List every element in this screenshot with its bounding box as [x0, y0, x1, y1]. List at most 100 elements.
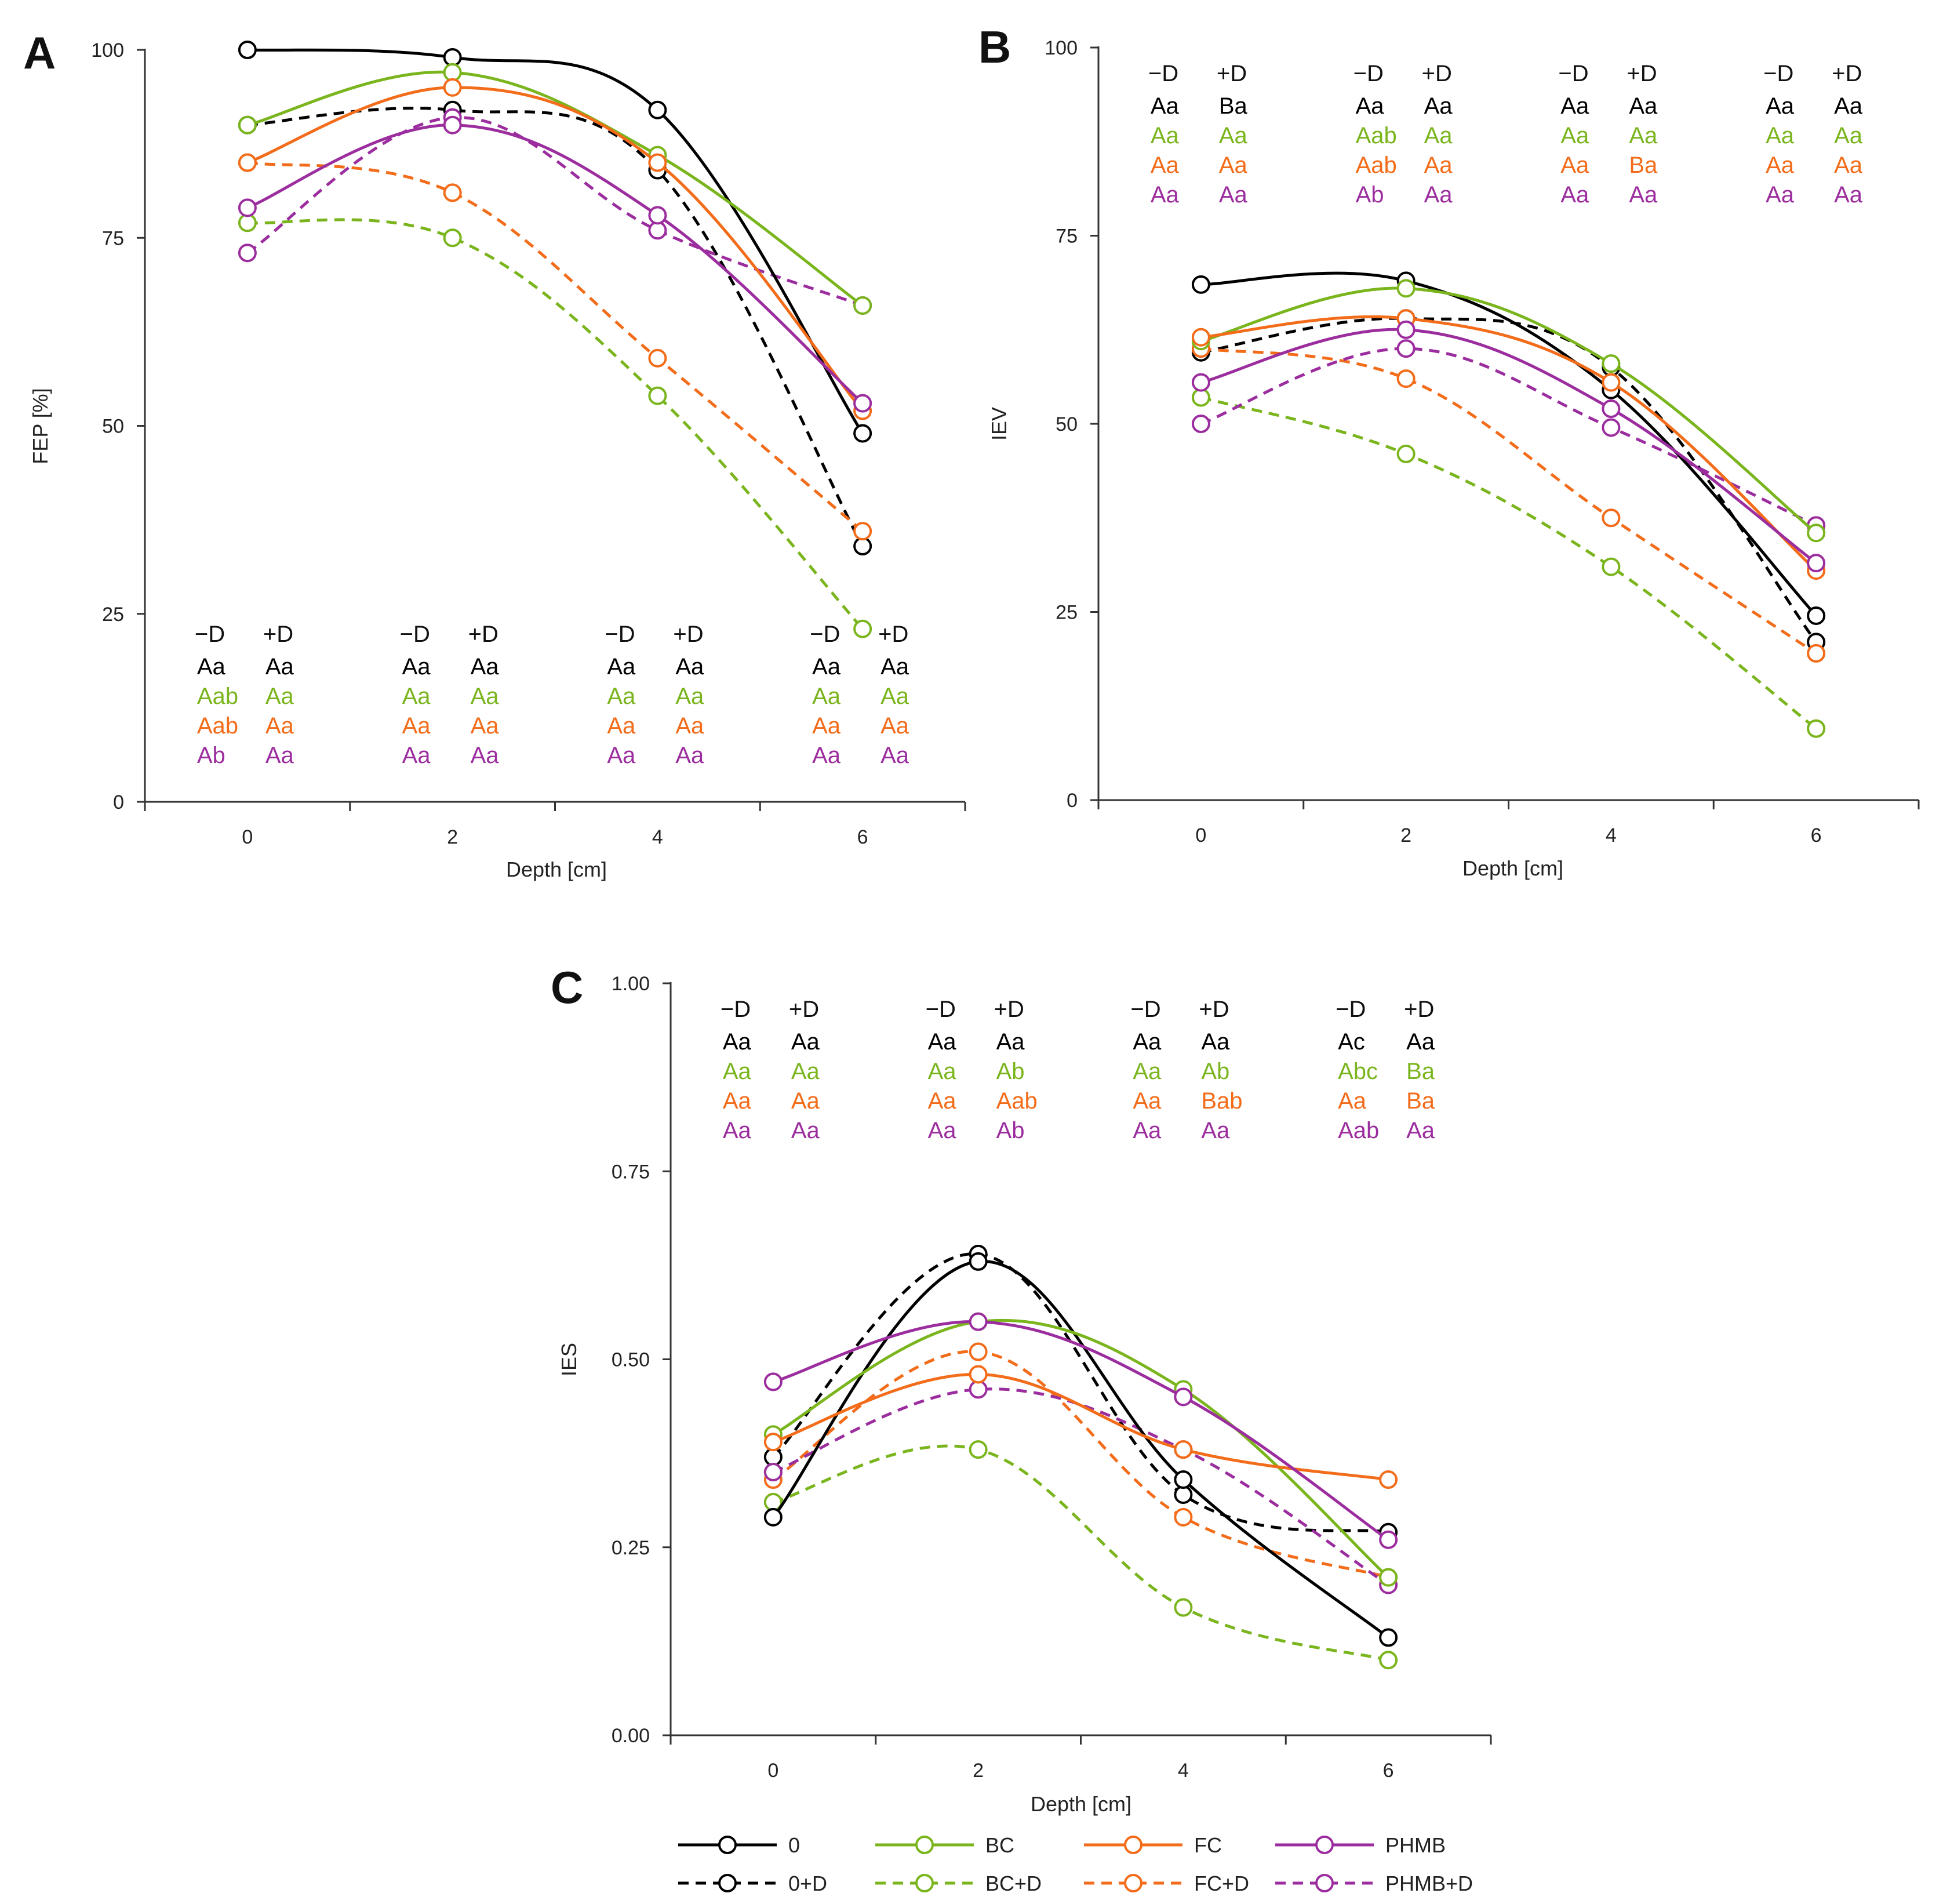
letters-header-c: +D — [1404, 997, 1434, 1022]
x-tick-label-b: 0 — [1195, 824, 1206, 846]
letters-cell-b: Aa — [1424, 182, 1453, 208]
point-bc-b — [1807, 524, 1826, 543]
point-phmb-a — [238, 198, 257, 217]
y-tick-label-a: 100 — [91, 39, 124, 61]
x-tick-label-c: 6 — [1383, 1760, 1394, 1782]
y-tick-label-b: 75 — [1056, 226, 1078, 248]
point-fc-plus-d-a — [648, 348, 667, 368]
x-tick-label-b: 2 — [1400, 824, 1411, 846]
letters-cell-b: Aa — [1834, 93, 1863, 119]
letters-cell-b: Aa — [1560, 93, 1589, 119]
y-axis-title-c: IES — [557, 1343, 581, 1376]
letters-cell-c: Bab — [1201, 1088, 1242, 1114]
legend-item-0: 0 — [678, 1833, 800, 1857]
letters-header-b: +D — [1217, 61, 1247, 86]
letters-header-a: −D — [810, 622, 840, 647]
letters-cell-b: Ba — [1219, 93, 1248, 119]
letters-cell-a: Aa — [880, 713, 909, 739]
letters-cell-b: Aa — [1151, 93, 1180, 119]
letters-cell-b: Aa — [1560, 152, 1589, 178]
point-phmb-plus-d-b — [1602, 418, 1621, 437]
series-line-0-c — [772, 1260, 1389, 1639]
series-layer-c — [763, 1244, 1398, 1670]
letters-header-b: −D — [1148, 61, 1178, 86]
series-0-c — [763, 1252, 1398, 1647]
x-tick-label-c: 4 — [1178, 1760, 1189, 1782]
point-bc-a — [853, 296, 872, 315]
point-phmb-a — [648, 206, 667, 225]
letters-cell-c: Aa — [1133, 1088, 1162, 1114]
letters-cell-a: Aa — [607, 684, 636, 709]
series-fc-a — [238, 78, 872, 420]
point-0-b — [1191, 275, 1210, 294]
letters-cell-a: Aa — [880, 743, 909, 768]
letters-cell-a: Aa — [471, 743, 500, 768]
letters-header-c: +D — [789, 997, 819, 1022]
letters-header-c: −D — [721, 997, 751, 1022]
letters-cell-c: Aa — [928, 1088, 957, 1114]
letters-cell-b: Aa — [1629, 123, 1658, 148]
letters-header-c: −D — [926, 997, 956, 1022]
legend-item-fc-plus-d: FC+D — [1084, 1872, 1249, 1895]
point-phmb-c — [969, 1312, 988, 1331]
letters-cell-a: Aa — [402, 713, 431, 739]
point-0-c — [763, 1507, 783, 1527]
x-tick-label-c: 2 — [973, 1760, 984, 1782]
letters-header-c: +D — [994, 997, 1024, 1022]
letters-cell-c: Aab — [996, 1088, 1038, 1114]
point-0-c — [1174, 1470, 1193, 1489]
letters-cell-a: Aa — [265, 743, 294, 768]
letters-cell-b: Aa — [1834, 123, 1863, 148]
series-fc-plus-d-b — [1191, 339, 1826, 663]
y-tick-label-c: 0.25 — [612, 1537, 650, 1559]
point-bc-b — [1602, 354, 1621, 373]
letters-cell-c: Aa — [791, 1088, 820, 1114]
letters-cell-b: Aa — [1766, 152, 1795, 178]
series-line-bc-plus-d-a — [247, 218, 864, 630]
legend-item-phmb-plus-d: PHMB+D — [1275, 1872, 1473, 1895]
letters-header-a: −D — [195, 622, 225, 647]
point-fc-c — [1174, 1440, 1193, 1459]
letters-cell-b: Aa — [1219, 152, 1248, 178]
point-0-a — [443, 48, 462, 67]
panel-letter-b: B — [978, 21, 1011, 72]
point-phmb-b — [1602, 399, 1621, 419]
y-tick-label-b: 0 — [1067, 790, 1078, 812]
series-line-0-plus-d-c — [772, 1252, 1389, 1534]
point-fc-plus-d-a — [443, 183, 462, 202]
letters-header-b: −D — [1763, 61, 1793, 86]
axes-a: 0 25 50 75 100 0 2 4 6 — [91, 39, 966, 848]
legend-item-bc-plus-d: BC+D — [875, 1872, 1042, 1895]
point-bc-c — [1379, 1568, 1398, 1587]
series-line-phmb-c — [773, 1320, 1389, 1541]
legend-marker — [1124, 1836, 1142, 1854]
x-tick-label-b: 6 — [1811, 824, 1822, 846]
series-line-bc-a — [247, 70, 864, 307]
letters-header-a: +D — [673, 622, 703, 647]
letters-cell-a: Aa — [812, 743, 841, 768]
point-phmb-a — [443, 115, 462, 135]
series-line-fc-a — [247, 86, 864, 412]
letters-cell-b: Aab — [1356, 152, 1397, 178]
legend-marker — [1315, 1874, 1334, 1892]
letters-cell-a: Aa — [812, 654, 841, 680]
point-fc-c — [969, 1365, 988, 1384]
letters-layer-c: −D +D Aa Aa Aa Aa Aa Aa Aa Aa −D +D Aa Aa Aa Ab Aa Aab Aa A… — [721, 997, 1435, 1143]
point-phmb-b — [1807, 554, 1826, 573]
letters-cell-b: Aa — [1834, 152, 1863, 178]
x-axis-title-b: Depth [cm] — [1462, 856, 1563, 880]
point-bc-plus-d-b — [1602, 557, 1621, 576]
letters-header-b: +D — [1832, 61, 1862, 86]
point-fc-b — [1191, 328, 1210, 347]
y-tick-label-b: 25 — [1056, 602, 1078, 624]
letters-cell-a: Aa — [197, 654, 226, 680]
letters-cell-c: Aa — [1406, 1029, 1435, 1055]
series-line-phmb-a — [246, 123, 864, 405]
series-phmb-b — [1191, 320, 1826, 573]
letters-cell-a: Aa — [607, 713, 636, 739]
legend-label: 0 — [788, 1833, 800, 1857]
point-phmb-b — [1191, 373, 1210, 392]
letters-cell-a: Aa — [471, 654, 500, 680]
point-bc-plus-d-a — [853, 619, 872, 638]
